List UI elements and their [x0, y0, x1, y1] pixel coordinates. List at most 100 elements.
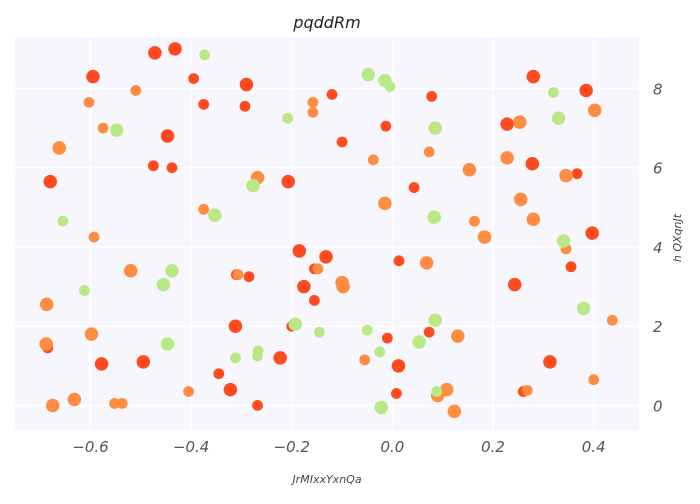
scatter-point-red [381, 332, 393, 344]
scatter-point-orange [123, 263, 138, 278]
scatter-point-green [431, 386, 443, 397]
scatter-point-orange [97, 122, 109, 134]
scatter-point-green [384, 81, 396, 92]
scatter-point-orange [378, 196, 392, 211]
y-axis-ticks: 0 2 4 6 8 [653, 81, 663, 416]
scatter-point-red [292, 244, 307, 258]
y-tick-label: 8 [653, 81, 663, 99]
scatter-point-red [423, 326, 435, 338]
x-axis-label: JrMIxxYxnQa [290, 473, 361, 486]
scatter-point-red [94, 357, 109, 371]
scatter-point-red [319, 250, 333, 264]
scatter-point-orange [451, 329, 465, 343]
scatter-point-red [188, 73, 200, 84]
scatter-point-red [500, 117, 514, 131]
x-tick-label: 0.0 [380, 438, 404, 456]
scatter-point-orange [367, 154, 379, 166]
scatter-point-red [426, 91, 438, 102]
scatter-point-green [576, 301, 591, 316]
scatter-point-green [246, 178, 260, 193]
x-tick-label: 0.2 [481, 438, 505, 456]
scatter-point-orange [39, 337, 53, 351]
scatter-point-orange [526, 212, 541, 226]
scatter-point-orange [419, 256, 434, 270]
scatter-point-red [223, 382, 238, 397]
scatter-point-orange [521, 384, 533, 396]
scatter-point-green [374, 400, 389, 415]
scatter-point-red [380, 120, 392, 132]
scatter-point-orange [39, 297, 54, 312]
scatter-point-red [166, 162, 178, 174]
x-tick-label: −0.4 [173, 438, 209, 456]
scatter-point-red [228, 319, 243, 333]
scatter-point-red [543, 355, 557, 369]
scatter-point-orange [500, 151, 514, 165]
y-tick-label: 0 [653, 397, 663, 415]
scatter-point-red [198, 98, 210, 110]
x-axis-ticks: −0.6 −0.4 −0.2 0.0 0.2 0.4 [72, 438, 605, 456]
scatter-point-red [168, 42, 182, 56]
scatter-point-orange [440, 382, 454, 397]
scatter-point-green [556, 234, 571, 248]
scatter-point-orange [477, 230, 492, 244]
scatter-point-orange [183, 386, 195, 397]
scatter-point-orange [447, 404, 462, 419]
scatter-point-orange [116, 398, 128, 409]
x-tick-label: 0.4 [582, 438, 606, 456]
y-tick-label: 6 [653, 160, 663, 178]
scatter-point-green [199, 49, 211, 61]
scatter-point-green [230, 352, 241, 364]
scatter-point-green [282, 112, 294, 124]
scatter-point-orange [88, 231, 100, 243]
scatter-point-red [86, 69, 100, 84]
scatter-point-green [548, 87, 559, 98]
scatter-point-red [507, 277, 522, 292]
scatter-point-green [427, 210, 441, 225]
scatter-point-green [160, 337, 175, 351]
scatter-point-orange [52, 141, 67, 155]
plot-area [15, 37, 639, 430]
scatter-point-red [525, 157, 540, 171]
chart-title: pqddRm [292, 13, 360, 32]
scatter-point-orange [312, 263, 324, 275]
scatter-point-red [565, 261, 577, 273]
scatter-point-green [57, 215, 69, 227]
scatter-point-green [156, 277, 171, 292]
scatter-point-orange [606, 314, 618, 326]
y-axis-label: h QXqnJt [671, 213, 684, 262]
scatter-point-red [393, 255, 405, 267]
scatter-point-red [297, 279, 311, 294]
scatter-point-orange [130, 85, 142, 96]
scatter-point-red [391, 359, 406, 373]
scatter-point-orange [587, 103, 602, 118]
scatter-point-red [585, 226, 599, 240]
data-points [39, 42, 618, 419]
scatter-point-green [412, 335, 426, 349]
scatter-point-red [136, 355, 151, 369]
scatter-point-green [361, 324, 373, 336]
scatter-point-red [571, 168, 583, 180]
y-tick-label: 2 [653, 318, 663, 336]
scatter-point-orange [84, 327, 99, 341]
scatter-point-green [428, 121, 442, 135]
scatter-point-orange [83, 96, 95, 108]
scatter-point-orange [198, 203, 210, 215]
scatter-point-red [391, 388, 402, 399]
scatter-point-green [314, 326, 325, 338]
scatter-point-green [551, 111, 566, 125]
scatter-point-red [148, 46, 162, 60]
scatter-point-red [239, 100, 251, 112]
scatter-point-red [579, 83, 593, 98]
scatter-point-green [208, 208, 222, 223]
scatter-point-orange [336, 279, 350, 294]
scatter-point-red [273, 351, 287, 365]
scatter-point-red [252, 400, 263, 411]
scatter-point-green [361, 67, 376, 82]
scatter-point-green [79, 285, 90, 296]
scatter-point-orange [67, 392, 82, 407]
scatter-point-orange [423, 146, 435, 158]
scatter-point-orange [588, 374, 600, 386]
y-tick-label: 4 [653, 239, 663, 257]
